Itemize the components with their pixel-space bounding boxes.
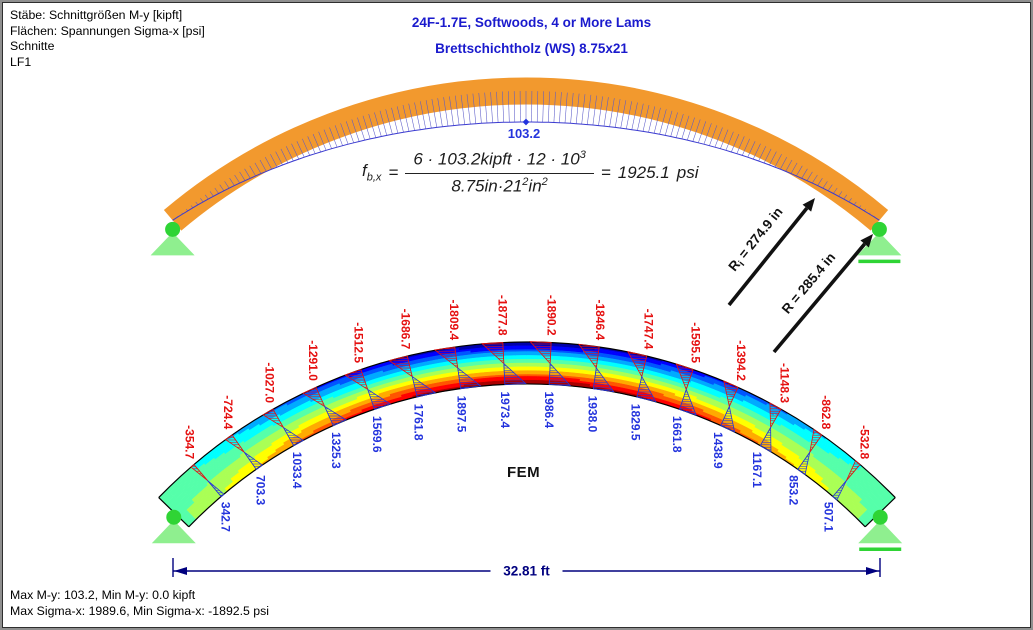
moment-peak-label: 103.2 (508, 126, 541, 141)
support-top-right (857, 221, 902, 264)
sigma-top-label: -862.8 (819, 395, 833, 429)
sigma-top-label: -1809.4 (447, 299, 461, 340)
sigma-bottom-label: 342.7 (219, 502, 233, 532)
radius-outer-arrow: R = 285.4 in (772, 234, 873, 354)
status-line-moment: Max M-y: 103.2, Min M-y: 0.0 kipft (10, 588, 196, 602)
sigma-bottom-label: 703.3 (253, 475, 267, 505)
support-fem-left (151, 509, 196, 544)
status-line-stress: Max Sigma-x: 1989.6, Min Sigma-x: -1892.… (10, 603, 270, 618)
formula-equals: = (388, 162, 399, 182)
sigma-bottom-label: 1829.5 (628, 404, 642, 441)
sigma-top-label: -1027.0 (263, 362, 277, 403)
sigma-bottom-label: 1325.3 (329, 432, 343, 469)
sigma-bottom-label: 507.1 (821, 502, 835, 532)
sigma-bottom-label: 1167.1 (750, 452, 764, 488)
sigma-top-label: -1291.0 (306, 340, 320, 381)
sigma-top-label: -1877.8 (496, 295, 510, 336)
sigma-bottom-label: 853.2 (787, 475, 801, 505)
formula-result: 1925.1 (617, 162, 670, 182)
view-info-block: Stäbe: Schnittgrößen M-y [kipft] Flächen:… (10, 8, 205, 70)
span-dimension-label: 32.81 ft (503, 564, 550, 579)
radius-outer-arrow-label: R = 285.4 in (779, 250, 838, 317)
sigma-bottom-label: 1986.4 (542, 392, 556, 429)
sigma-top-label: -1148.3 (778, 363, 792, 403)
moment-arch: 103.2 (163, 77, 889, 231)
page-title-line1: 24F-1.7E, Softwoods, 4 or More Lams (411, 15, 652, 30)
formula-fraction: 6 · 103.2kipft · 12 · 103 8.75in·212in2 (405, 149, 594, 196)
formula-lhs: fb,x (362, 161, 382, 184)
sigma-top-label: -1890.2 (545, 295, 559, 336)
sigma-top-label: -1512.5 (352, 322, 366, 363)
stress-sections: -354.7 342.7 -724.4 703.3 -1027.0 1033.4 -1291… (181, 293, 873, 533)
sigma-top-label: -354.7 (182, 425, 196, 459)
info-line-loadcase: LF1 (10, 54, 32, 69)
formula-numerator: 6 · 103.2kipft · 12 · 103 (405, 149, 594, 174)
info-line-entities: Stäbe: Schnittgrößen M-y [kipft] (10, 8, 183, 22)
status-block: Max M-y: 103.2, Min M-y: 0.0 kipft Max Si… (10, 588, 269, 619)
formula-result-unit: psi (676, 162, 699, 182)
info-line-surfaces: Flächen: Spannungen Sigma-x [psi] (10, 23, 205, 38)
bending-stress-formula: fb,x = 6 · 103.2kipft · 12 · 103 8.75in·… (362, 149, 699, 196)
sigma-bottom-label: 1973.4 (498, 392, 512, 429)
sigma-top-label: -1686.7 (399, 309, 413, 350)
sigma-bottom-label: 1438.9 (711, 432, 725, 469)
sigma-top-label: -1394.2 (734, 340, 748, 381)
radius-inner-arrow-label: Ri = 274.9 in (725, 204, 788, 276)
formula-denominator: 8.75in·212in2 (451, 175, 548, 196)
sigma-top-label: -532.8 (858, 425, 872, 459)
info-line-sections: Schnitte (10, 39, 55, 54)
sigma-bottom-label: 1033.4 (290, 452, 304, 489)
sigma-top-label: -724.4 (221, 395, 235, 429)
sigma-bottom-label: 1761.8 (412, 404, 426, 441)
sigma-bottom-label: 1569.6 (370, 416, 384, 453)
fem-caption: FEM (507, 464, 541, 481)
sigma-bottom-label: 1661.8 (670, 416, 684, 453)
page-title-line2: Brettschichtholz (WS) 8.75x21 (435, 41, 628, 56)
span-dimension: 32.81 ft (172, 558, 881, 579)
support-fem-right (858, 509, 903, 551)
sigma-bottom-label: 1938.0 (585, 396, 599, 433)
sigma-top-label: -1846.4 (593, 299, 607, 340)
sigma-bottom-label: 1897.5 (455, 396, 469, 433)
support-top-left (150, 221, 195, 256)
sigma-top-label: -1595.5 (688, 322, 702, 363)
formula-equals-2: = (600, 162, 611, 182)
sigma-top-label: -1747.4 (641, 309, 655, 350)
